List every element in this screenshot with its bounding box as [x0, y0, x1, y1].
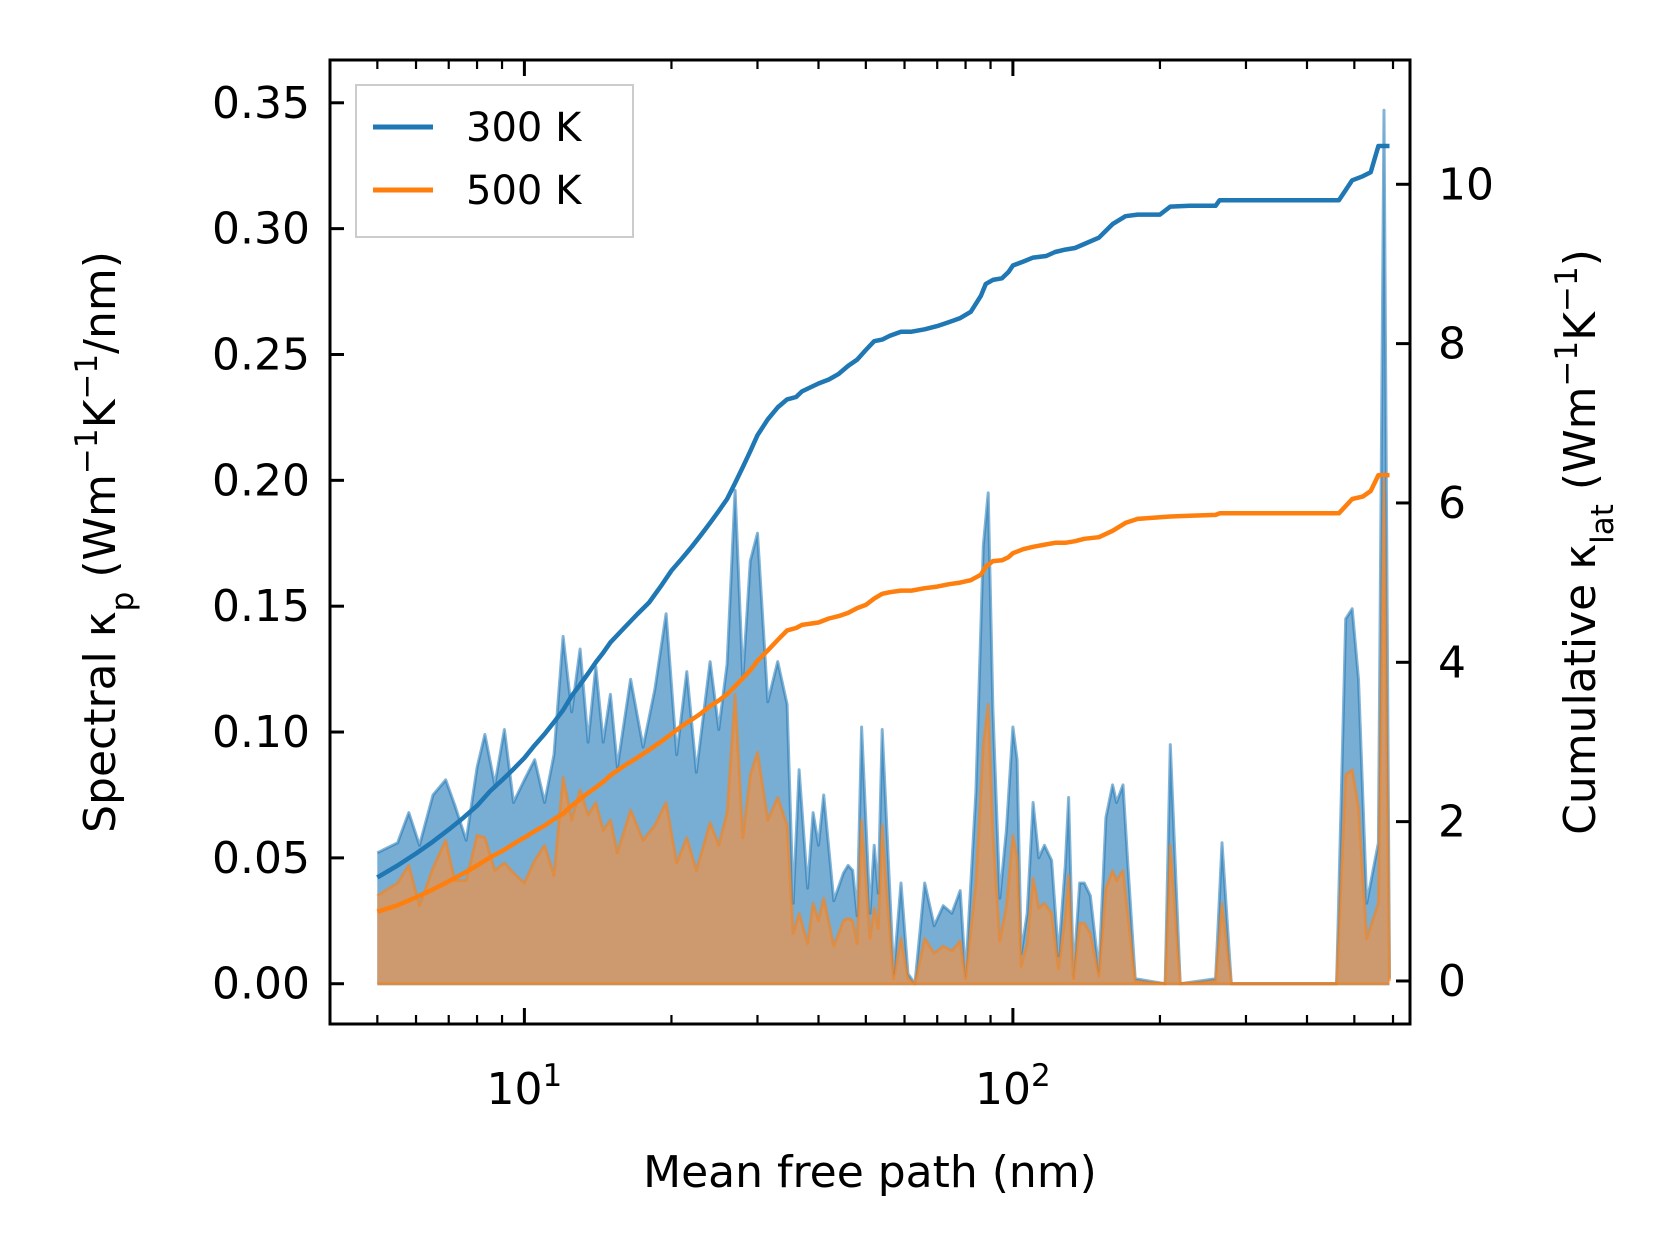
- y-right-tick-label: 10: [1438, 159, 1494, 210]
- y-left-axis-title: Spectral κp (Wm−1K−1/nm): [69, 251, 141, 833]
- x-axis-title: Mean free path (nm): [643, 1147, 1097, 1198]
- x-tick-label: 102: [975, 1058, 1051, 1115]
- legend-box: [355, 84, 634, 238]
- y-left-tick-label: 0.10: [212, 707, 310, 758]
- y-right-tick-label: 8: [1438, 319, 1466, 370]
- y-right-tick-label: 2: [1438, 797, 1466, 848]
- y-left-tick-label: 0.15: [212, 581, 310, 632]
- cumulative-line-500k: [376, 472, 1390, 914]
- spectral-area-500k: [377, 480, 1390, 984]
- cumulative-line-300k: [376, 143, 1390, 880]
- y-right-axis-title: Cumulative κlat (Wm−1K−1): [1549, 249, 1621, 835]
- y-left-tick-label: 0.30: [212, 204, 310, 255]
- y-left-tick-label: 0.05: [212, 833, 310, 884]
- y-left-tick-label: 0.25: [212, 329, 310, 380]
- y-right-tick-label: 0: [1438, 956, 1466, 1007]
- y-left-tick-label: 0.00: [212, 959, 310, 1010]
- spectral-edge-500k: [376, 478, 1391, 986]
- legend: 300 K 500 K: [355, 84, 634, 238]
- spectral-fills: [376, 108, 1391, 986]
- plot-frame: [328, 58, 1412, 1026]
- y-right-tick-label: 6: [1438, 478, 1466, 529]
- cumulative-lines: [376, 143, 1390, 914]
- spectral-area-300k: [377, 110, 1390, 984]
- y-left-tick-label: 0.35: [212, 78, 310, 129]
- legend-label-300k: 300 K: [466, 105, 583, 151]
- y-left-tick-label: 0.20: [212, 455, 310, 506]
- y-right-tick-label: 4: [1438, 637, 1466, 688]
- legend-label-500k: 500 K: [466, 168, 583, 214]
- x-tick-label: 101: [487, 1058, 563, 1115]
- axis-ticks: 0.000.050.100.150.200.250.300.3502468101…: [212, 60, 1494, 1115]
